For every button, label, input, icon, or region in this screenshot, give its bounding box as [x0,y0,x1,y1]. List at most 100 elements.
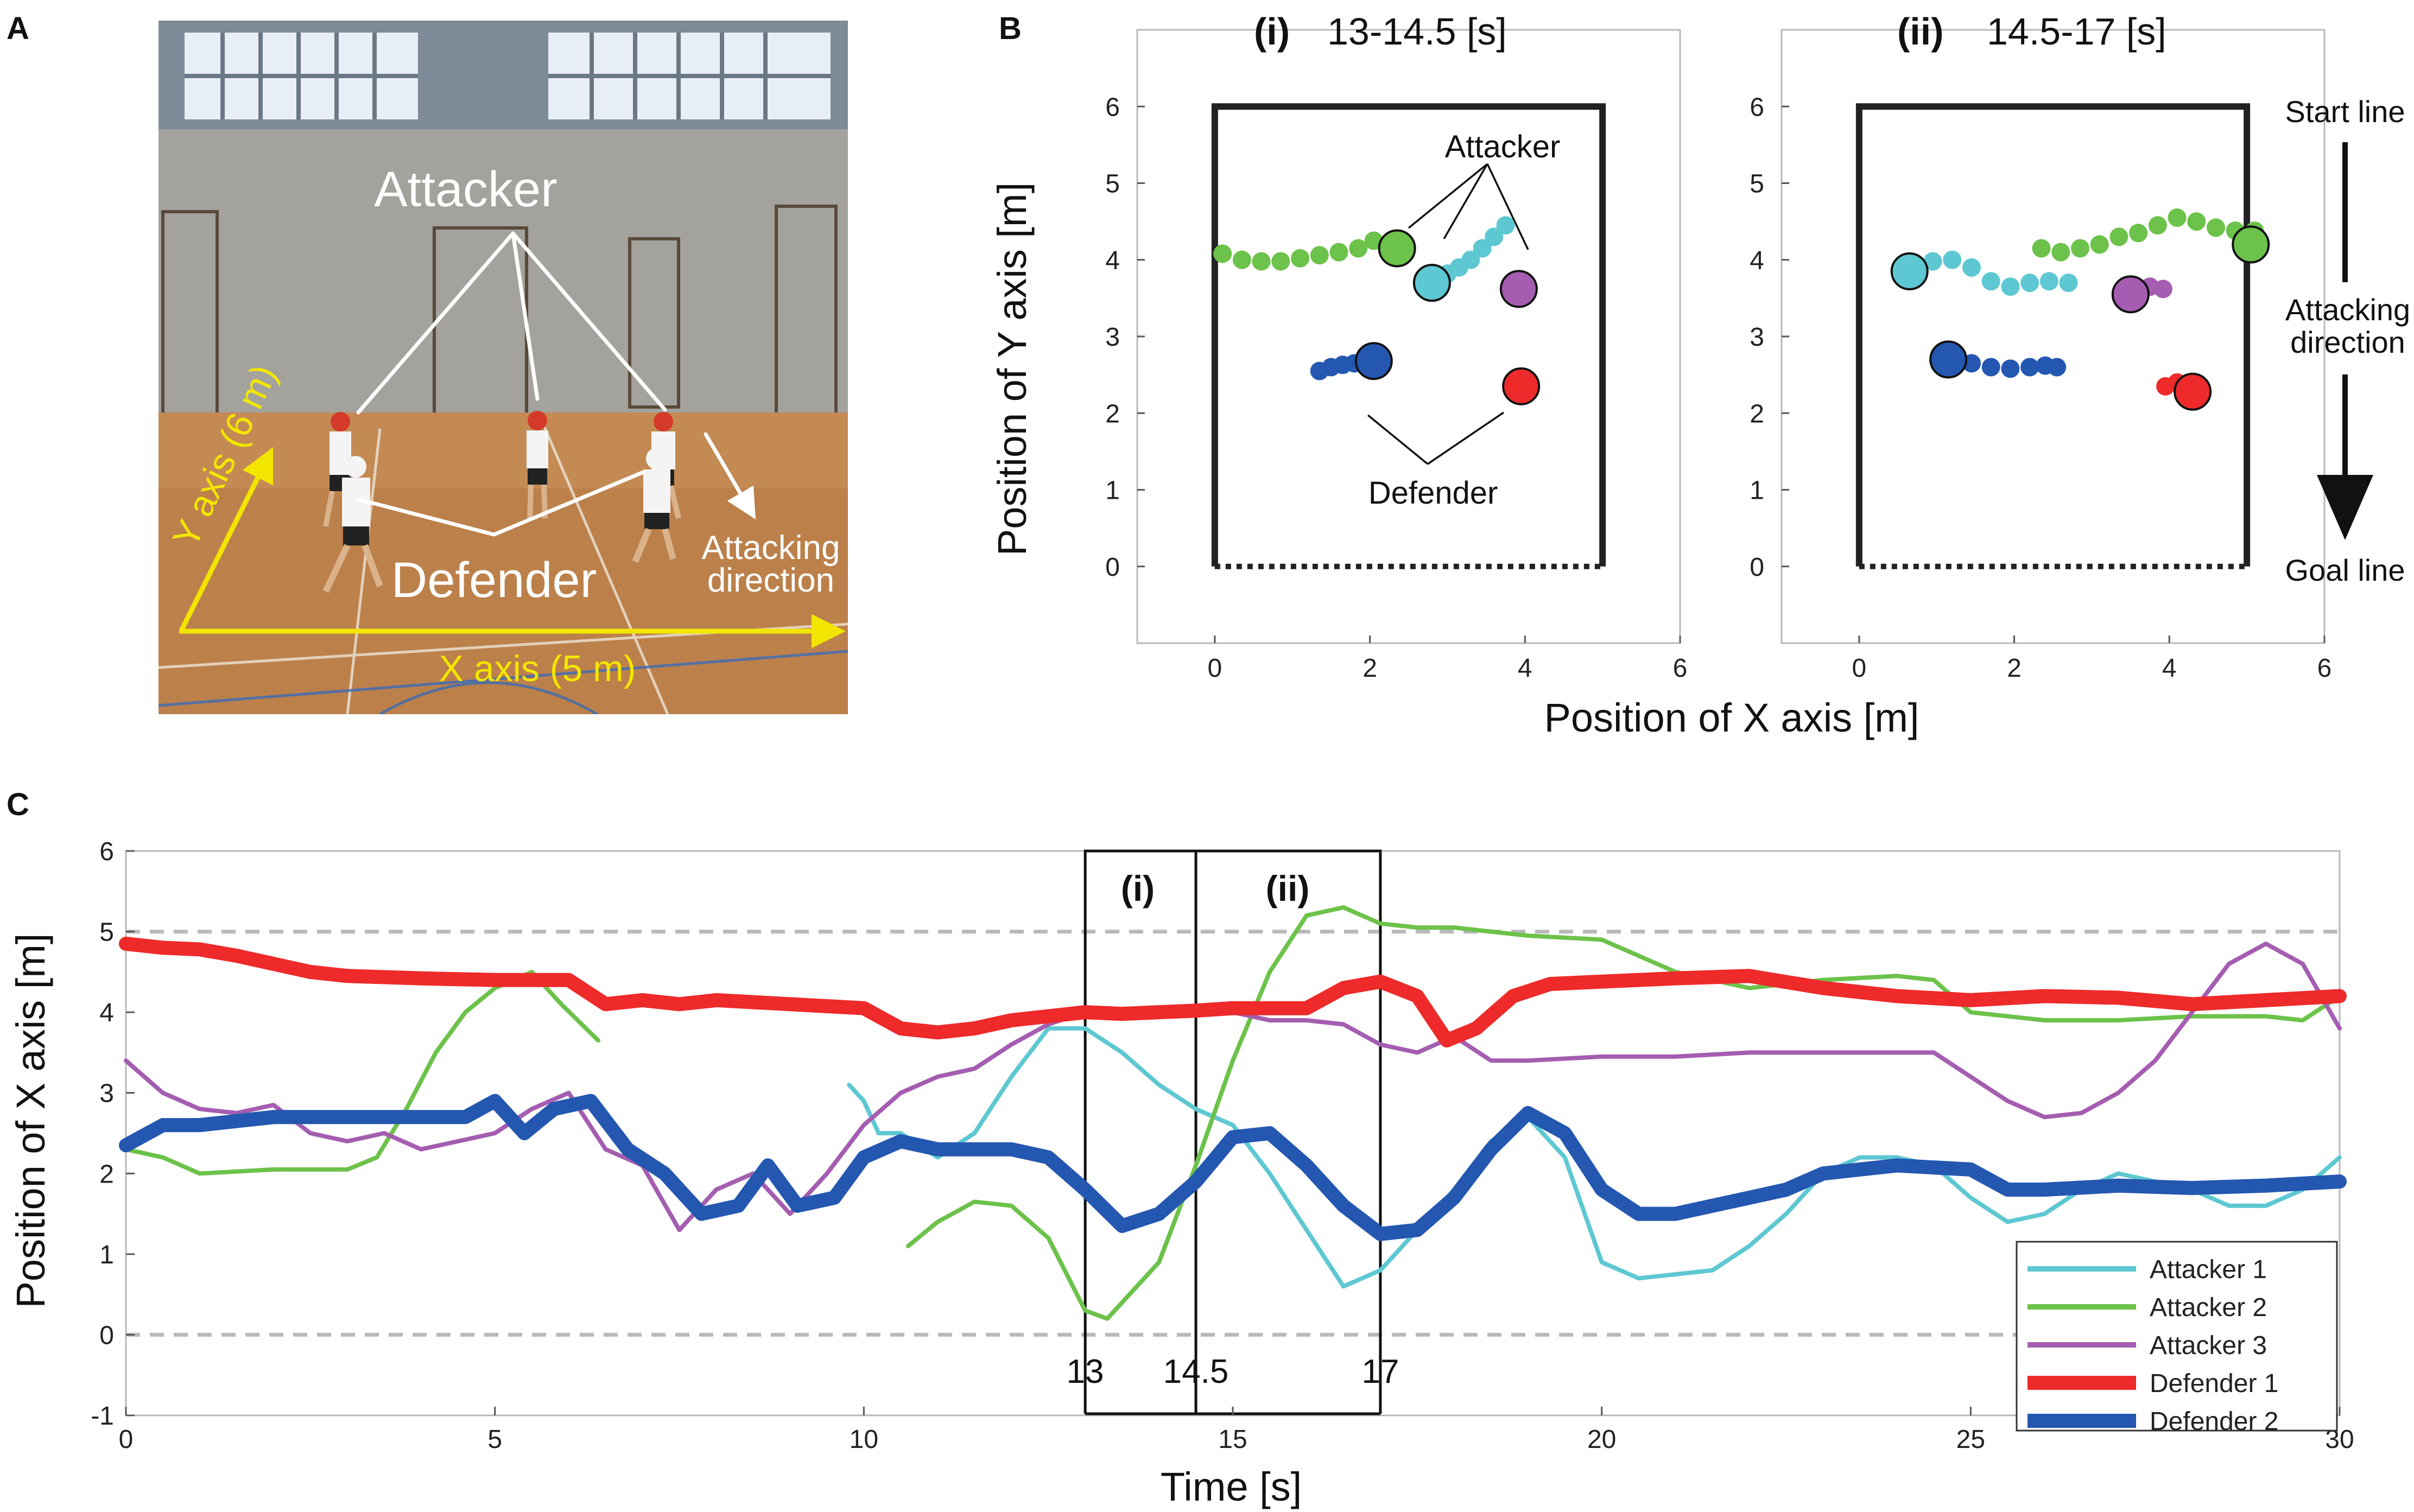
bii-trail-attacker-2 [2109,227,2128,246]
c-xtick-label: 10 [850,1425,878,1454]
bii-xtick-label: 4 [2162,654,2177,683]
bi-ytick-label: 2 [1105,399,1120,428]
bi-marker-attacker-3 [1499,270,1538,308]
plot-box-bii [1781,29,2326,644]
c-line-defender-2-0 [119,1094,2347,1241]
bii-marker-attacker-3 [2111,275,2150,314]
bi-title-range: 13-14.5 [s] [1327,10,1507,53]
bii-trail-attacker-1 [2059,274,2078,293]
bii-trail-attacker-1 [1943,250,1962,269]
photo-label-attacker: Attacker [374,162,557,217]
bi-trail-attacker-1 [1496,216,1515,235]
bii-trail-attacker-3 [2153,279,2172,298]
bii-trail-defender-2 [2048,358,2067,377]
bi-ytick-label: 4 [1105,246,1120,275]
legend-label-attacker-1: Attacker 1 [2150,1255,2267,1284]
c-line-attacker-2-0 [124,969,600,1176]
legend: Attacker 1 Attacker 2 Attacker 3 Defender 1… [2016,1241,2338,1436]
b-goal-line: Goal line [2285,553,2405,587]
bi-xtick-label: 6 [1673,654,1688,683]
photo-label-x-axis: X axis (5 m) [439,648,636,689]
bi-trail-attacker-2 [1291,249,1309,268]
bii-trail-attacker-1 [2039,272,2058,291]
bii-ytick-label: 0 [1750,553,1764,582]
b-attacking-1: Attacking [2285,293,2410,327]
c-ytick-label: 5 [99,918,114,947]
c-ytick-label: 6 [99,837,114,866]
bi-title-numeral: (i) [1254,10,1290,53]
bi-trail-attacker-2 [1252,252,1271,271]
c-mark-14-5: 14.5 [1163,1353,1229,1390]
plot-box-bi [1136,29,1681,644]
bii-xtick-label: 2 [2007,654,2022,683]
bii-trail-attacker-2 [2051,243,2070,262]
bi-trail-attacker-2 [1213,244,1232,263]
photo-label-attacking-2: direction [707,562,834,599]
bii-marker-attacker-1 [1890,252,1929,290]
c-ylabel: Position of X axis [m] [8,933,53,1308]
bii-trail-defender-2 [2001,359,2020,378]
bii-ytick-label: 3 [1750,323,1764,352]
c-ytick-label: 4 [99,999,114,1027]
bi-ytick-label: 1 [1105,477,1120,505]
bii-ytick-label: 1 [1750,477,1764,505]
c-xtick-label: 15 [1218,1425,1247,1454]
bi-trail-attacker-2 [1232,250,1251,269]
bi-trail-attacker-2 [1310,246,1329,265]
bi-xtick-label: 2 [1363,654,1377,683]
bii-xtick-label: 0 [1852,654,1867,683]
bii-trail-attacker-1 [2020,274,2039,293]
bii-trail-attacker-2 [2207,218,2225,237]
bi-trail-attacker-1 [1473,239,1492,258]
panel-letter-b: B [999,11,1022,46]
bi-marker-attacker-2 [1378,229,1416,268]
bii-xtick-label: 6 [2317,654,2332,683]
bii-title-numeral: (ii) [1897,10,1944,53]
legend-box [2016,1241,2338,1432]
c-line-attacker-2-1 [905,905,2342,1321]
bi-xtick-label: 0 [1208,654,1222,683]
photo: Attacker Defender Attacking direction X … [159,21,848,714]
bii-trail-attacker-2 [2168,208,2187,227]
bi-trail-attacker-1 [1485,227,1504,246]
c-mark-17: 17 [1362,1353,1399,1390]
bii-marker-defender-2 [1929,340,1968,379]
legend-label-attacker-3: Attacker 3 [2150,1331,2267,1360]
bii-trail-attacker-1 [1962,258,1981,277]
photo-label-defender: Defender [391,552,597,608]
bii-trail-attacker-2 [2071,239,2089,258]
c-window-i-label: (i) [1121,868,1155,909]
bii-ytick-label: 5 [1750,170,1764,199]
bi-marker-attacker-1 [1412,264,1451,302]
panel-letter-a: A [7,11,29,46]
c-window-frame [1084,849,1382,1414]
c-ytick-label: 2 [99,1160,114,1189]
bii-trail-attacker-2 [2148,216,2167,235]
bi-trail-attacker-2 [1349,239,1368,258]
c-ytick-label: 1 [99,1241,114,1269]
c-ytick-label: 0 [99,1321,114,1350]
bii-trail-attacker-2 [2129,224,2148,243]
bii-trail-attacker-2 [2090,235,2109,254]
bii-trail-attacker-2 [2032,239,2051,258]
bi-trail-attacker-2 [1329,243,1348,262]
c-xlabel: Time [s] [1161,1464,1302,1509]
c-window-ii-label: (ii) [1266,868,1310,909]
c-line-defender-1-0 [119,936,2347,1048]
bii-trail-attacker-2 [2187,212,2206,231]
legend-label-defender-2: Defender 2 [2150,1407,2279,1436]
bii-trail-attacker-1 [1923,252,1942,271]
c-xtick-label: 0 [119,1425,134,1454]
c-mark-13: 13 [1067,1353,1104,1390]
bi-ytick-label: 5 [1105,170,1120,199]
bii-trail-attacker-1 [2001,277,2020,296]
c-xtick-label: 25 [1956,1425,1985,1454]
bi-marker-defender-1 [1502,367,1541,405]
b-attacking-2: direction [2290,325,2405,359]
bii-marker-attacker-2 [2232,225,2270,264]
b-direction-arrowhead [2317,475,2373,540]
bi-label-attacker: Attacker [1445,129,1561,164]
bii-ytick-label: 4 [1750,246,1764,275]
